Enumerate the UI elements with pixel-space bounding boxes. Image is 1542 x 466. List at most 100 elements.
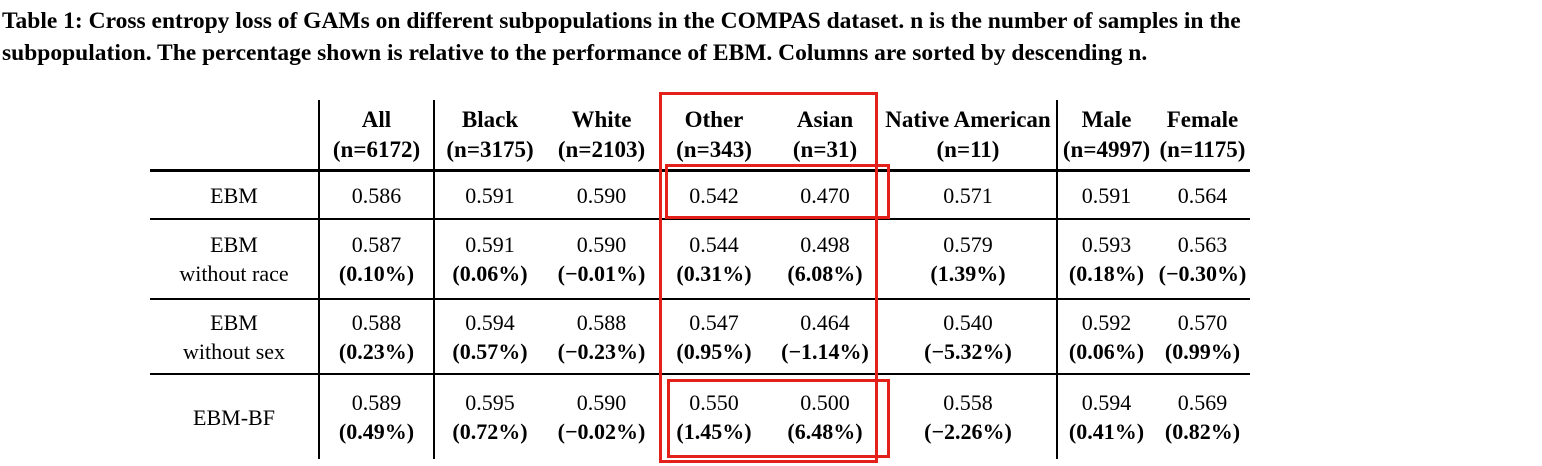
header-cell-rowlabels — [150, 100, 320, 172]
caption-line-2: subpopulation. The percentage shown is r… — [2, 40, 1148, 66]
value-cell: 0.464 (−1.14%) — [770, 300, 880, 375]
value-cell: 0.570 (0.99%) — [1155, 300, 1250, 375]
value-cell: 0.591 — [435, 172, 545, 220]
row-label-line: without sex — [182, 338, 286, 364]
percent-value: (−0.01%) — [557, 261, 646, 286]
percent-value: (−0.30%) — [1158, 261, 1247, 286]
loss-value: 0.558 — [943, 390, 993, 415]
column-name: White — [571, 106, 632, 132]
header-cell-native-american: Native American (n=11) — [880, 100, 1058, 172]
value-cell: 0.540 (−5.32%) — [880, 300, 1058, 375]
row-label-line: without race — [179, 261, 289, 286]
value-cell: 0.595 (0.72%) — [435, 375, 545, 459]
loss-value: 0.593 — [1081, 232, 1132, 257]
loss-value: 0.592 — [1081, 309, 1132, 335]
column-n: (n=2103) — [557, 136, 646, 162]
row-label-line: EBM — [210, 232, 258, 257]
loss-value: 0.464 — [800, 309, 850, 335]
percent-value: (0.18%) — [1068, 261, 1145, 286]
percent-value: (0.72%) — [452, 419, 528, 444]
percent-value: (0.41%) — [1068, 419, 1145, 444]
percent-value: (0.06%) — [452, 261, 528, 286]
value-cell: 0.498 (6.08%) — [770, 220, 880, 300]
percent-value: (0.31%) — [676, 261, 752, 286]
loss-value: 0.564 — [1177, 182, 1228, 208]
value-cell: 0.590 (−0.01%) — [545, 220, 658, 300]
value-cell: 0.592 (0.06%) — [1058, 300, 1155, 375]
value-cell: 0.542 — [658, 172, 770, 220]
loss-value: 0.547 — [689, 309, 739, 335]
percent-value: (0.23%) — [338, 338, 415, 364]
header-cell-male: Male (n=4997) — [1058, 100, 1155, 172]
loss-value: 0.500 — [800, 390, 850, 415]
loss-value: 0.586 — [351, 182, 402, 208]
percent-value: (0.49%) — [338, 419, 415, 444]
value-cell: 0.579 (1.39%) — [880, 220, 1058, 300]
percent-value: (1.45%) — [676, 419, 752, 444]
header-cell-white: White (n=2103) — [545, 100, 658, 172]
column-name: All — [361, 106, 392, 132]
percent-value: (1.39%) — [930, 261, 1006, 286]
header-cell-black: Black (n=3175) — [435, 100, 545, 172]
percent-value: (0.82%) — [1164, 419, 1241, 444]
header-cell-female: Female (n=1175) — [1155, 100, 1250, 172]
percent-value: (−5.32%) — [924, 338, 1012, 364]
percent-value: (−2.26%) — [924, 419, 1012, 444]
value-cell: 0.593 (0.18%) — [1058, 220, 1155, 300]
column-name: Native American — [885, 106, 1051, 132]
row-label-ebm-without-race: EBM without race — [150, 220, 320, 300]
column-name: Male — [1081, 106, 1132, 132]
loss-value: 0.550 — [689, 390, 739, 415]
column-n: (n=31) — [792, 136, 858, 162]
value-cell: 0.587 (0.10%) — [320, 220, 435, 300]
loss-value: 0.591 — [1081, 182, 1132, 208]
value-cell: 0.558 (−2.26%) — [880, 375, 1058, 459]
loss-value: 0.594 — [465, 309, 515, 335]
column-name: Asian — [796, 106, 854, 132]
header-cell-other: Other (n=343) — [658, 100, 770, 172]
value-cell: 0.470 — [770, 172, 880, 220]
loss-value: 0.588 — [351, 309, 402, 335]
column-name: Female — [1166, 106, 1239, 132]
value-cell: 0.564 — [1155, 172, 1250, 220]
value-cell: 0.544 (0.31%) — [658, 220, 770, 300]
row-label-line: EBM — [210, 182, 258, 208]
row-label-ebm-bf: EBM-BF — [150, 375, 320, 459]
loss-value: 0.540 — [943, 309, 993, 335]
value-cell: 0.590 (−0.02%) — [545, 375, 658, 459]
table-caption: Table 1: Cross entropy loss of GAMs on d… — [2, 5, 1540, 69]
loss-value: 0.590 — [576, 390, 627, 415]
loss-value: 0.590 — [576, 182, 627, 208]
row-label-line: EBM-BF — [193, 404, 275, 430]
value-cell: 0.547 (0.95%) — [658, 300, 770, 375]
value-cell: 0.591 — [1058, 172, 1155, 220]
loss-value: 0.579 — [943, 232, 993, 257]
loss-value: 0.570 — [1177, 309, 1228, 335]
row-label-line: EBM — [210, 309, 258, 335]
value-cell: 0.563 (−0.30%) — [1155, 220, 1250, 300]
value-cell: 0.586 — [320, 172, 435, 220]
loss-value: 0.589 — [351, 390, 402, 415]
header-cell-asian: Asian (n=31) — [770, 100, 880, 172]
percent-value: (−1.14%) — [781, 338, 869, 364]
column-n: (n=11) — [936, 136, 1000, 162]
value-cell: 0.550 (1.45%) — [658, 375, 770, 459]
percent-value: (0.06%) — [1068, 338, 1145, 364]
column-n: (n=4997) — [1062, 136, 1151, 162]
loss-value: 0.563 — [1177, 232, 1228, 257]
results-table: All (n=6172) Black (n=3175) White (n=210… — [150, 100, 1250, 459]
loss-value: 0.591 — [465, 232, 515, 257]
value-cell: 0.588 (−0.23%) — [545, 300, 658, 375]
row-label-ebm-without-sex: EBM without sex — [150, 300, 320, 375]
row-label-ebm: EBM — [150, 172, 320, 220]
column-name: Black — [461, 106, 519, 132]
percent-value: (−0.02%) — [557, 419, 646, 444]
caption-line-1: Table 1: Cross entropy loss of GAMs on d… — [2, 8, 1241, 34]
percent-value: (0.10%) — [338, 261, 415, 286]
value-cell: 0.589 (0.49%) — [320, 375, 435, 459]
header-cell-all: All (n=6172) — [320, 100, 435, 172]
loss-value: 0.588 — [576, 309, 627, 335]
percent-value: (6.08%) — [787, 261, 863, 286]
loss-value: 0.542 — [689, 182, 739, 208]
loss-value: 0.591 — [465, 182, 515, 208]
